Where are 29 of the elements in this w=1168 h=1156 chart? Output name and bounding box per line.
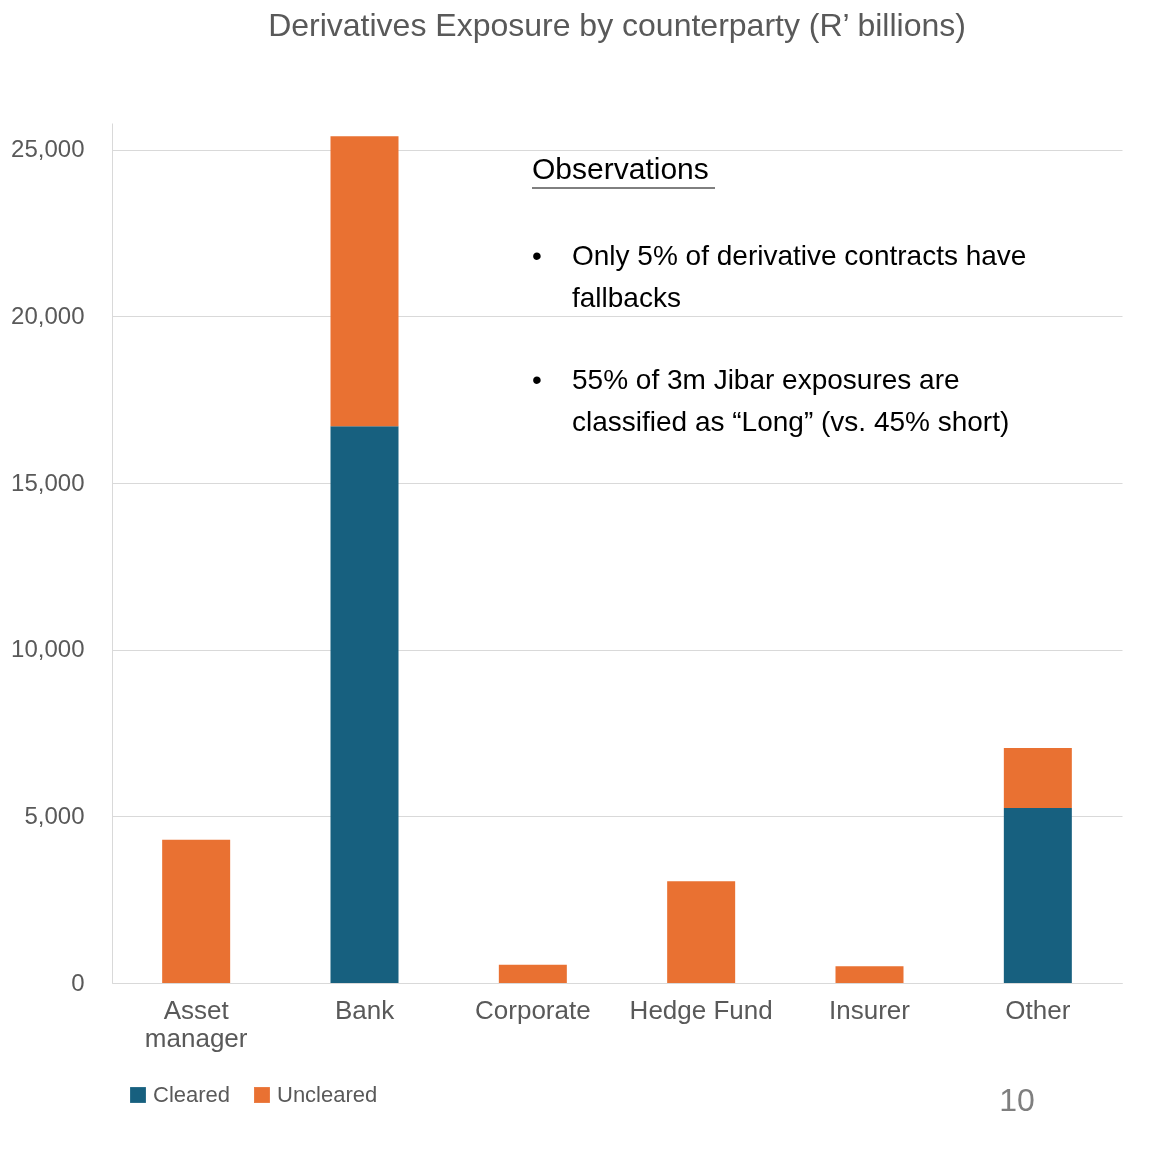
bar: [162, 839, 231, 983]
bar: [498, 964, 567, 983]
x-tick-label: Corporate: [475, 994, 591, 1025]
chart-title: Derivatives Exposure by counterparty (R’ billions): [268, 7, 966, 43]
legend-label: Cleared: [153, 1082, 231, 1107]
annotation: Observations: [532, 152, 709, 185]
y-tick-label: 20,000: [11, 301, 85, 329]
bar: [1003, 748, 1072, 808]
x-tick-label: Hedge Fund: [629, 994, 773, 1025]
x-tick-label: Bank: [334, 994, 396, 1025]
x-tick-label: Asset manager: [144, 994, 248, 1053]
bar: [330, 426, 399, 983]
annotation: Only 5% of derivative contracts have fallbacks: [572, 240, 1027, 313]
y-tick-label: 5,000: [24, 801, 85, 829]
bar: [1003, 808, 1072, 983]
x-tick-label: Insurer: [829, 994, 911, 1025]
y-tick-label: 0: [71, 968, 85, 996]
annotation: 55% of 3m Jibar exposures are classified as “Long” (vs. 45% short): [572, 364, 1010, 437]
bar: [330, 136, 399, 427]
annotation: •: [532, 364, 542, 395]
annotation: •: [532, 240, 542, 271]
y-tick-label: 15,000: [11, 468, 85, 496]
bar: [667, 881, 736, 983]
legend-label: Uncleared: [277, 1082, 378, 1107]
text: 10: [999, 1082, 1035, 1118]
bar: [835, 966, 904, 983]
y-tick-label: 10,000: [11, 635, 85, 663]
x-tick-label: Other: [1005, 994, 1071, 1025]
y-tick-label: 25,000: [11, 135, 85, 163]
